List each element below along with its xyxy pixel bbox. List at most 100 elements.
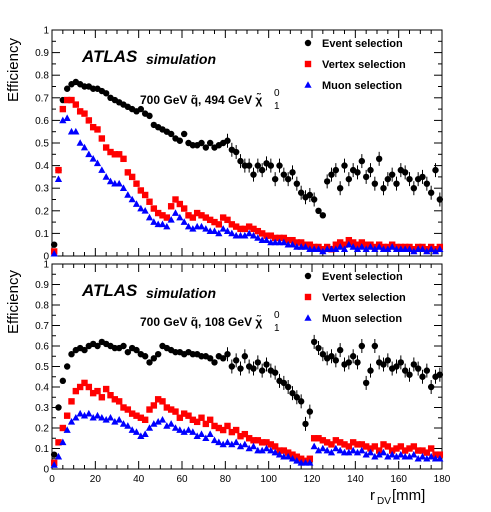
data-point (184, 426, 193, 433)
data-point (275, 450, 284, 458)
data-point (436, 451, 444, 458)
data-point (85, 383, 93, 391)
data-point (189, 214, 197, 221)
data-point (224, 351, 231, 358)
data-point (72, 101, 80, 108)
data-point (249, 442, 258, 450)
data-point (280, 171, 288, 178)
data-point (405, 452, 414, 460)
data-point (137, 105, 145, 113)
data-point (405, 245, 414, 253)
legend-label: Vertex selection (322, 292, 406, 304)
data-point (280, 234, 288, 242)
data-point (185, 212, 192, 219)
data-point (154, 351, 162, 358)
data-point (406, 445, 413, 452)
data-point (280, 447, 288, 454)
data-point (124, 348, 132, 356)
data-point (141, 430, 149, 437)
data-point (115, 151, 123, 158)
data-point (323, 178, 331, 185)
data-point (375, 447, 383, 454)
data-point (172, 196, 179, 203)
data-point (236, 442, 245, 450)
data-point (362, 241, 370, 248)
data-point (215, 221, 223, 228)
data-point (50, 241, 58, 248)
data-point (293, 453, 301, 460)
data-point (371, 180, 379, 187)
bottom-annotation-text: 700 GeV q̃, 108 GeV χ̃ (140, 314, 262, 329)
x-tick-label: 40 (133, 474, 145, 485)
data-point (120, 342, 127, 350)
data-point (94, 126, 101, 133)
legend-marker (304, 39, 312, 47)
data-point (301, 243, 310, 250)
bottom-axis-ticks: 00.10.20.30.40.50.60.70.80.910 20 40 60 80 10… (35, 260, 451, 486)
data-point (106, 413, 115, 421)
data-point (393, 180, 400, 187)
data-point (250, 437, 257, 444)
data-point (258, 439, 266, 446)
data-point (119, 184, 128, 191)
data-point (375, 450, 383, 458)
data-point (341, 441, 348, 448)
data-point (150, 205, 158, 212)
bottom-data-marks (50, 334, 444, 468)
data-point (111, 396, 119, 403)
data-point (145, 213, 154, 221)
data-point (219, 440, 227, 448)
data-point (314, 446, 323, 454)
data-point (193, 209, 201, 217)
data-point (172, 408, 179, 415)
data-point (267, 162, 275, 169)
data-point (145, 424, 154, 431)
data-point (210, 227, 219, 234)
data-point (310, 196, 318, 203)
y-tick-label: 0 (43, 252, 49, 263)
data-point (94, 387, 101, 395)
data-point (431, 247, 440, 255)
data-point (128, 195, 136, 203)
data-point (362, 443, 370, 450)
data-point (94, 342, 101, 350)
data-point (137, 187, 145, 194)
x-tick-label: 180 (434, 474, 451, 485)
data-point (237, 365, 244, 372)
data-point (141, 191, 149, 199)
x-axis-label-r: r (370, 487, 375, 504)
data-point (289, 236, 296, 244)
data-point (358, 446, 366, 454)
data-point (219, 225, 227, 232)
data-point (393, 363, 400, 370)
data-point (353, 245, 362, 253)
data-point (258, 166, 266, 174)
x-axis-label: r DV [mm] (370, 487, 425, 507)
data-point (50, 451, 58, 458)
data-point (237, 225, 244, 233)
data-point (332, 437, 340, 444)
top-simulation-label: simulation (146, 51, 216, 67)
data-point (76, 108, 84, 115)
data-point (211, 359, 218, 366)
data-point (102, 385, 110, 393)
data-point (284, 383, 292, 391)
legend-label: Event selection (322, 38, 403, 50)
data-point (180, 130, 188, 138)
data-point (211, 422, 218, 430)
data-point (323, 439, 331, 446)
x-tick-label: 0 (49, 474, 55, 485)
data-point (349, 353, 357, 360)
x-tick-label: 100 (260, 474, 277, 485)
data-point (353, 448, 362, 456)
data-point (258, 230, 266, 237)
data-point (63, 96, 71, 104)
data-point (193, 418, 201, 426)
data-point (85, 409, 93, 417)
data-point (224, 422, 231, 430)
data-point (323, 446, 331, 454)
data-point (427, 452, 435, 460)
data-point (68, 351, 75, 358)
y-tick-label: 0.2 (35, 206, 49, 217)
x-axis-label-sub: DV (377, 496, 391, 507)
